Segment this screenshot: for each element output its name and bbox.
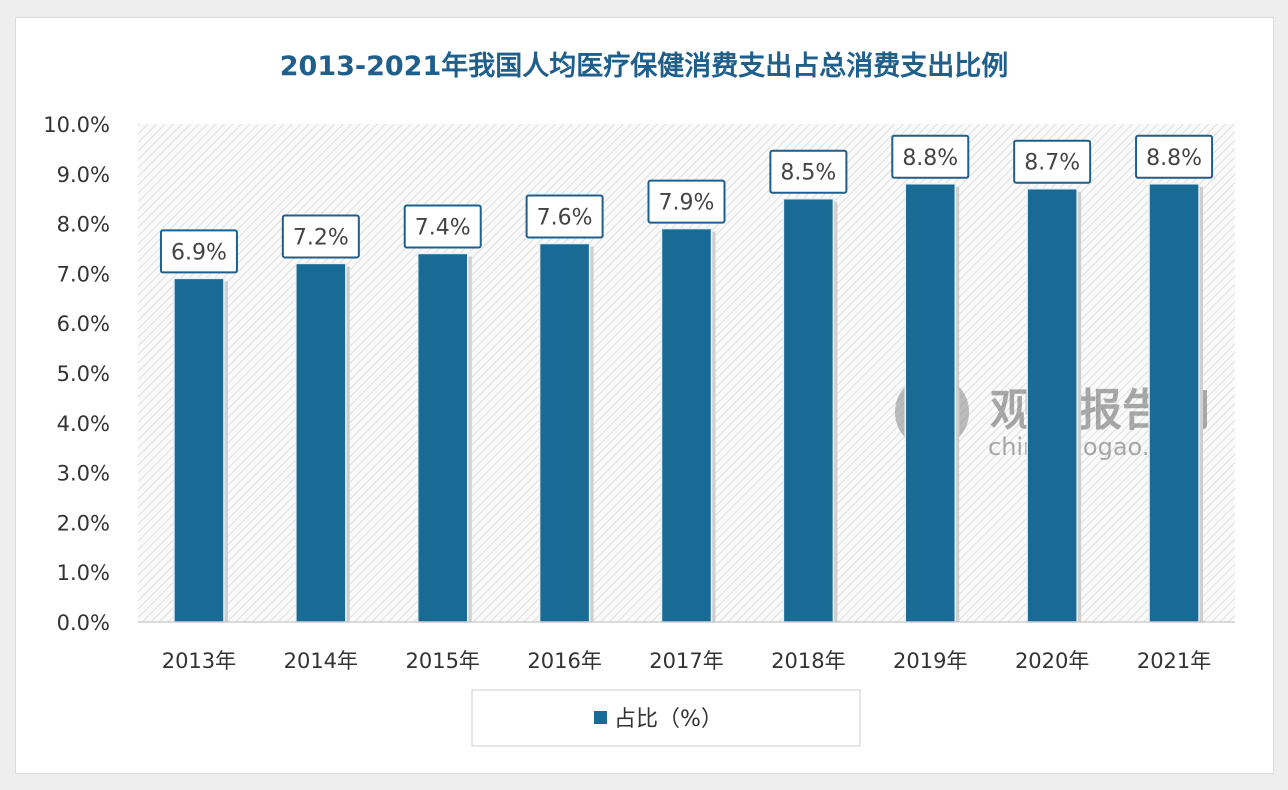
legend-swatch [594, 711, 607, 724]
data-label-box [891, 134, 970, 179]
x-tick-label: 2014年 [284, 649, 358, 673]
y-tick-label: 3.0% [57, 462, 110, 486]
data-label: 8.7% [1024, 151, 1080, 176]
x-tick-label: 2021年 [1137, 649, 1211, 673]
y-tick-label: 9.0% [57, 163, 110, 187]
data-label: 7.9% [659, 191, 715, 216]
x-tick-label: 2017年 [649, 649, 723, 673]
x-tick-label: 2019年 [893, 649, 967, 673]
x-tick-label: 2015年 [405, 649, 479, 673]
y-tick-label: 2.0% [57, 511, 110, 535]
bar [295, 262, 347, 623]
data-label-box [769, 149, 848, 194]
data-label-box [1135, 134, 1214, 179]
bar [538, 242, 591, 623]
bar [904, 183, 957, 623]
bar [416, 252, 469, 623]
data-label: 6.9% [171, 240, 227, 265]
y-tick-label: 6.0% [57, 312, 110, 336]
bar [1026, 187, 1078, 623]
data-label: 8.8% [902, 146, 958, 171]
chart-title: 2013-2021年我国人均医疗保健消费支出占总消费支出比例 [280, 50, 1009, 82]
data-label: 7.2% [293, 225, 349, 250]
data-label: 8.8% [1146, 146, 1202, 171]
bar [1148, 183, 1200, 623]
data-label: 7.4% [415, 215, 471, 240]
legend: 占比（%） [471, 689, 861, 747]
y-tick-label: 10.0% [43, 113, 110, 137]
data-label: 7.6% [537, 206, 593, 231]
x-tick-label: 2013年 [162, 649, 236, 673]
data-label-box [281, 214, 360, 259]
data-label-box [159, 229, 238, 274]
data-label-box [403, 204, 482, 249]
bar [782, 197, 835, 623]
x-tick-label: 2018年 [771, 649, 845, 673]
x-tick-label: 2020年 [1015, 649, 1089, 673]
data-label-box [525, 194, 604, 239]
bar [173, 277, 225, 623]
y-tick-label: 0.0% [57, 611, 110, 635]
data-label-box [1013, 139, 1092, 184]
y-tick-label: 1.0% [57, 561, 110, 585]
y-tick-label: 7.0% [57, 262, 110, 286]
legend-label: 占比（%） [614, 707, 723, 732]
x-tick-label: 2016年 [527, 649, 601, 673]
y-tick-label: 4.0% [57, 412, 110, 436]
y-tick-label: 5.0% [57, 362, 110, 386]
data-label: 8.5% [780, 161, 836, 186]
y-tick-label: 8.0% [57, 213, 110, 237]
bar [660, 227, 713, 623]
data-label-box [647, 179, 726, 224]
